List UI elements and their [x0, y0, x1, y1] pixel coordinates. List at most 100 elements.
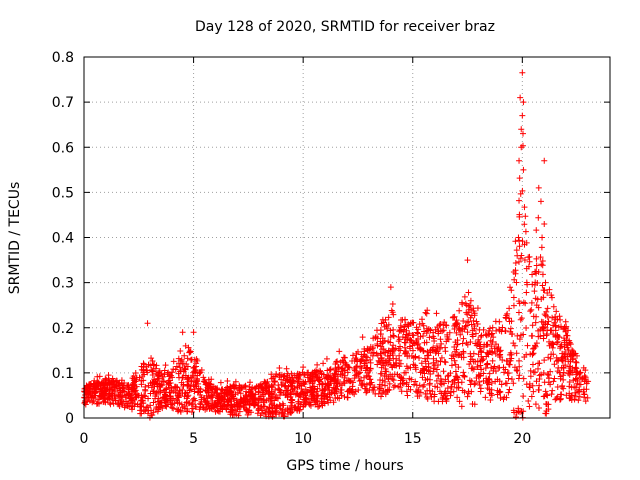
data-point [126, 395, 133, 402]
data-point [179, 329, 186, 336]
data-point [516, 372, 523, 379]
data-point [552, 316, 559, 323]
data-point [571, 396, 578, 403]
data-point [535, 184, 542, 191]
data-point [455, 384, 462, 391]
data-point [184, 408, 191, 415]
data-point [330, 374, 337, 381]
data-point [489, 330, 496, 337]
data-point [224, 384, 231, 391]
data-point [387, 327, 394, 334]
data-point [545, 401, 552, 408]
y-tick-label: 0.7 [52, 95, 74, 111]
data-point [448, 362, 455, 369]
data-point [145, 395, 152, 402]
data-point [150, 399, 157, 406]
data-point [475, 371, 482, 378]
data-point [154, 376, 161, 383]
data-point [433, 343, 440, 350]
data-point [515, 309, 522, 316]
data-point [367, 376, 374, 383]
data-point [516, 157, 523, 164]
data-point [529, 332, 536, 339]
data-point [480, 356, 487, 363]
data-point [379, 389, 386, 396]
data-point [558, 341, 565, 348]
data-point [128, 392, 135, 399]
data-point [313, 393, 320, 400]
x-tick-label: 20 [513, 431, 531, 447]
data-point [516, 363, 523, 370]
data-point [523, 325, 530, 332]
data-point [143, 367, 150, 374]
data-point [129, 380, 136, 387]
data-point [539, 234, 546, 241]
data-point [419, 320, 426, 327]
data-point [396, 352, 403, 359]
data-point [244, 411, 251, 418]
data-point [469, 331, 476, 338]
data-point [237, 390, 244, 397]
data-point [386, 357, 393, 364]
data-point [492, 318, 499, 325]
data-point [355, 348, 362, 355]
data-point [515, 234, 522, 241]
data-point [561, 337, 568, 344]
data-point [566, 363, 573, 370]
data-point [166, 389, 173, 396]
data-point [522, 213, 529, 220]
data-point [515, 405, 522, 412]
data-point [283, 372, 290, 379]
data-point [516, 357, 523, 364]
data-point [451, 322, 458, 329]
data-point [148, 384, 155, 391]
data-point [459, 340, 466, 347]
data-point [374, 342, 381, 349]
data-point [471, 312, 478, 319]
data-point [137, 410, 144, 417]
data-point [294, 383, 301, 390]
data-point [514, 332, 521, 339]
data-point [279, 409, 286, 416]
data-point [427, 326, 434, 333]
data-point [390, 384, 397, 391]
data-point [276, 410, 283, 417]
data-point [472, 340, 479, 347]
data-point [506, 386, 513, 393]
data-point [350, 379, 357, 386]
data-point [175, 394, 182, 401]
data-point [172, 384, 179, 391]
data-point [470, 350, 477, 357]
data-point [468, 321, 475, 328]
data-point [121, 404, 128, 411]
data-point [238, 384, 245, 391]
data-point [122, 392, 129, 399]
data-point [325, 374, 332, 381]
data-point [189, 405, 196, 412]
data-point [559, 382, 566, 389]
data-point [169, 400, 176, 407]
data-point [505, 389, 512, 396]
data-point [114, 385, 121, 392]
data-point [247, 388, 254, 395]
data-point [138, 381, 145, 388]
data-point [443, 338, 450, 345]
data-point [153, 362, 160, 369]
data-point [533, 255, 540, 262]
data-points [81, 69, 592, 421]
data-point [472, 380, 479, 387]
data-point [203, 399, 210, 406]
data-point [159, 378, 166, 385]
data-point [216, 399, 223, 406]
data-point [526, 403, 533, 410]
data-point [497, 394, 504, 401]
data-point [510, 380, 517, 387]
data-point [362, 385, 369, 392]
data-point [227, 402, 234, 409]
data-point [460, 335, 467, 342]
data-point [145, 382, 152, 389]
data-point [330, 399, 337, 406]
data-point [392, 345, 399, 352]
data-point [273, 404, 280, 411]
data-point [385, 321, 392, 328]
